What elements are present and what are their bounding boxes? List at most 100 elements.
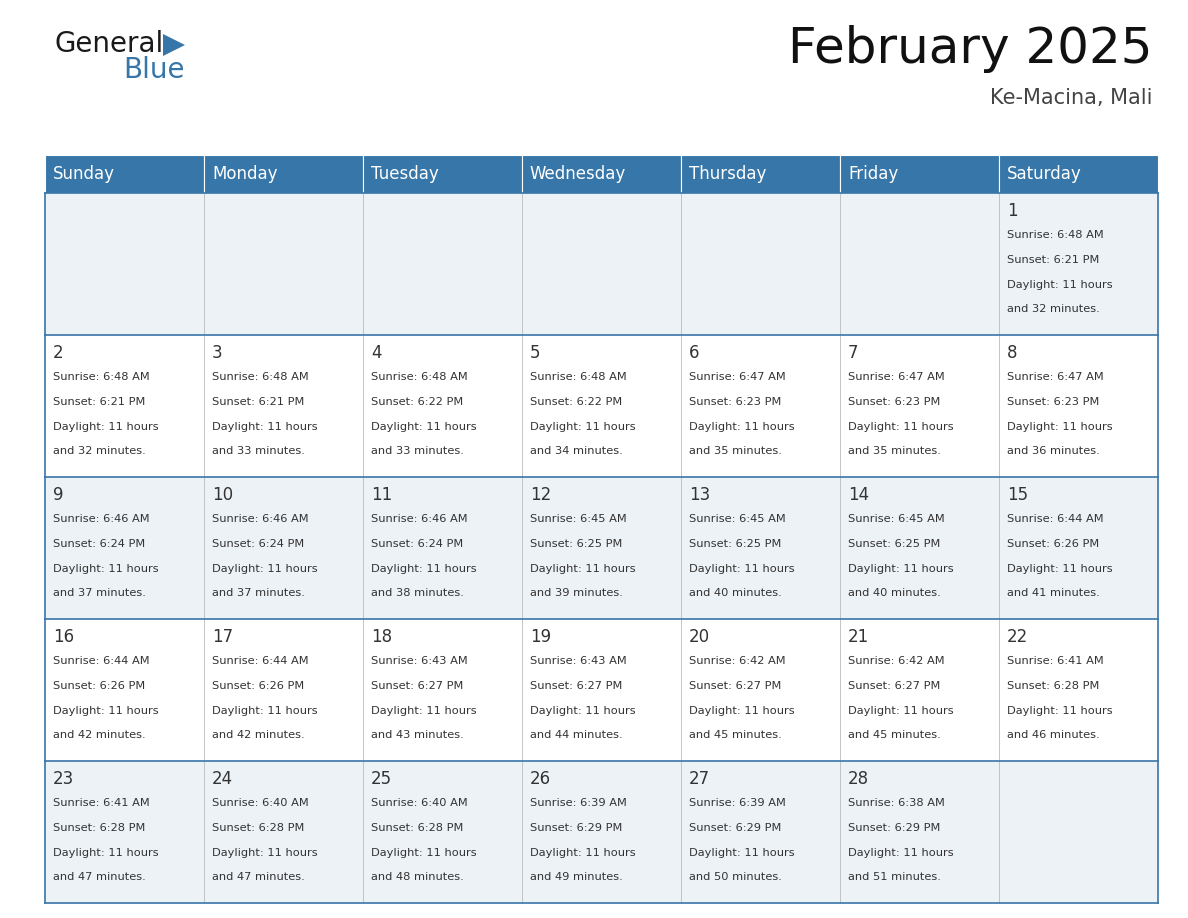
Text: Sunset: 6:28 PM: Sunset: 6:28 PM: [53, 823, 145, 833]
Text: Daylight: 11 hours: Daylight: 11 hours: [371, 421, 476, 431]
Text: 1: 1: [1007, 202, 1018, 219]
Text: and 39 minutes.: and 39 minutes.: [530, 588, 623, 599]
Bar: [681, 193, 840, 335]
Bar: [45, 761, 204, 903]
Text: 18: 18: [371, 628, 392, 645]
Text: Sunset: 6:29 PM: Sunset: 6:29 PM: [689, 823, 782, 833]
Bar: [681, 155, 840, 193]
Text: February 2025: February 2025: [789, 25, 1154, 73]
Text: Sunrise: 6:42 AM: Sunrise: 6:42 AM: [689, 656, 785, 666]
Text: and 45 minutes.: and 45 minutes.: [848, 731, 941, 741]
Bar: [45, 335, 204, 477]
Text: Daylight: 11 hours: Daylight: 11 hours: [689, 421, 795, 431]
Text: Sunrise: 6:48 AM: Sunrise: 6:48 AM: [530, 372, 627, 382]
Bar: [840, 761, 999, 903]
Text: Sunrise: 6:45 AM: Sunrise: 6:45 AM: [848, 514, 944, 524]
Text: Daylight: 11 hours: Daylight: 11 hours: [848, 847, 954, 857]
Text: Sunset: 6:23 PM: Sunset: 6:23 PM: [1007, 397, 1099, 407]
Text: Sunset: 6:22 PM: Sunset: 6:22 PM: [371, 397, 463, 407]
Text: Sunset: 6:27 PM: Sunset: 6:27 PM: [371, 681, 463, 690]
Text: Sunrise: 6:43 AM: Sunrise: 6:43 AM: [371, 656, 468, 666]
Text: Daylight: 11 hours: Daylight: 11 hours: [689, 847, 795, 857]
Text: and 35 minutes.: and 35 minutes.: [689, 446, 782, 456]
Text: and 43 minutes.: and 43 minutes.: [371, 731, 463, 741]
Text: Daylight: 11 hours: Daylight: 11 hours: [53, 706, 158, 716]
Text: Daylight: 11 hours: Daylight: 11 hours: [1007, 421, 1113, 431]
Text: Daylight: 11 hours: Daylight: 11 hours: [371, 706, 476, 716]
Text: Sunrise: 6:41 AM: Sunrise: 6:41 AM: [1007, 656, 1104, 666]
Bar: [840, 619, 999, 761]
Text: Wednesday: Wednesday: [530, 165, 626, 183]
Text: Monday: Monday: [211, 165, 278, 183]
Text: Sunset: 6:29 PM: Sunset: 6:29 PM: [530, 823, 623, 833]
Text: and 47 minutes.: and 47 minutes.: [211, 872, 304, 882]
Bar: [522, 477, 681, 619]
Text: 16: 16: [53, 628, 74, 645]
Text: Sunday: Sunday: [53, 165, 115, 183]
Text: and 36 minutes.: and 36 minutes.: [1007, 446, 1100, 456]
Bar: [681, 619, 840, 761]
Text: 24: 24: [211, 769, 233, 788]
Text: 10: 10: [211, 486, 233, 503]
Text: Daylight: 11 hours: Daylight: 11 hours: [1007, 706, 1113, 716]
Text: Daylight: 11 hours: Daylight: 11 hours: [53, 421, 158, 431]
Text: Sunset: 6:21 PM: Sunset: 6:21 PM: [211, 397, 304, 407]
Text: Daylight: 11 hours: Daylight: 11 hours: [848, 564, 954, 574]
Text: Thursday: Thursday: [689, 165, 766, 183]
Text: and 44 minutes.: and 44 minutes.: [530, 731, 623, 741]
Text: Sunrise: 6:48 AM: Sunrise: 6:48 AM: [211, 372, 309, 382]
Text: Sunset: 6:29 PM: Sunset: 6:29 PM: [848, 823, 941, 833]
Text: Daylight: 11 hours: Daylight: 11 hours: [530, 564, 636, 574]
Text: Sunset: 6:27 PM: Sunset: 6:27 PM: [689, 681, 782, 690]
Bar: [999, 193, 1158, 335]
Text: Sunrise: 6:48 AM: Sunrise: 6:48 AM: [371, 372, 468, 382]
Text: and 32 minutes.: and 32 minutes.: [53, 446, 146, 456]
Text: Sunrise: 6:46 AM: Sunrise: 6:46 AM: [211, 514, 309, 524]
Text: Sunset: 6:23 PM: Sunset: 6:23 PM: [689, 397, 782, 407]
Text: Sunset: 6:28 PM: Sunset: 6:28 PM: [371, 823, 463, 833]
Text: Sunset: 6:26 PM: Sunset: 6:26 PM: [211, 681, 304, 690]
Text: Sunset: 6:24 PM: Sunset: 6:24 PM: [211, 539, 304, 549]
Text: Sunrise: 6:41 AM: Sunrise: 6:41 AM: [53, 798, 150, 808]
Text: 8: 8: [1007, 343, 1017, 362]
Text: Sunset: 6:25 PM: Sunset: 6:25 PM: [530, 539, 623, 549]
Bar: [45, 619, 204, 761]
Text: 3: 3: [211, 343, 222, 362]
Text: Sunrise: 6:46 AM: Sunrise: 6:46 AM: [371, 514, 468, 524]
Text: Daylight: 11 hours: Daylight: 11 hours: [530, 706, 636, 716]
Text: Daylight: 11 hours: Daylight: 11 hours: [1007, 564, 1113, 574]
Bar: [204, 193, 364, 335]
Text: Sunset: 6:22 PM: Sunset: 6:22 PM: [530, 397, 623, 407]
Text: Friday: Friday: [848, 165, 898, 183]
Text: Sunrise: 6:44 AM: Sunrise: 6:44 AM: [1007, 514, 1104, 524]
Text: Daylight: 11 hours: Daylight: 11 hours: [530, 421, 636, 431]
Bar: [45, 477, 204, 619]
Text: Sunset: 6:27 PM: Sunset: 6:27 PM: [848, 681, 941, 690]
Text: and 40 minutes.: and 40 minutes.: [848, 588, 941, 599]
Bar: [999, 155, 1158, 193]
Text: 23: 23: [53, 769, 74, 788]
Text: Sunrise: 6:40 AM: Sunrise: 6:40 AM: [371, 798, 468, 808]
Text: 25: 25: [371, 769, 392, 788]
Text: Sunrise: 6:42 AM: Sunrise: 6:42 AM: [848, 656, 944, 666]
Text: Sunrise: 6:44 AM: Sunrise: 6:44 AM: [53, 656, 150, 666]
Text: Sunrise: 6:47 AM: Sunrise: 6:47 AM: [689, 372, 785, 382]
Text: Sunrise: 6:47 AM: Sunrise: 6:47 AM: [848, 372, 944, 382]
Text: 7: 7: [848, 343, 859, 362]
Bar: [999, 619, 1158, 761]
Text: and 48 minutes.: and 48 minutes.: [371, 872, 463, 882]
Text: Sunset: 6:21 PM: Sunset: 6:21 PM: [53, 397, 145, 407]
Text: and 49 minutes.: and 49 minutes.: [530, 872, 623, 882]
Text: and 35 minutes.: and 35 minutes.: [848, 446, 941, 456]
Text: Sunset: 6:24 PM: Sunset: 6:24 PM: [371, 539, 463, 549]
Text: and 51 minutes.: and 51 minutes.: [848, 872, 941, 882]
Text: and 41 minutes.: and 41 minutes.: [1007, 588, 1100, 599]
Bar: [522, 155, 681, 193]
Text: Daylight: 11 hours: Daylight: 11 hours: [211, 564, 317, 574]
Text: and 37 minutes.: and 37 minutes.: [211, 588, 305, 599]
Text: 22: 22: [1007, 628, 1028, 645]
Text: Daylight: 11 hours: Daylight: 11 hours: [53, 847, 158, 857]
Bar: [840, 335, 999, 477]
Text: 13: 13: [689, 486, 710, 503]
Text: 19: 19: [530, 628, 551, 645]
